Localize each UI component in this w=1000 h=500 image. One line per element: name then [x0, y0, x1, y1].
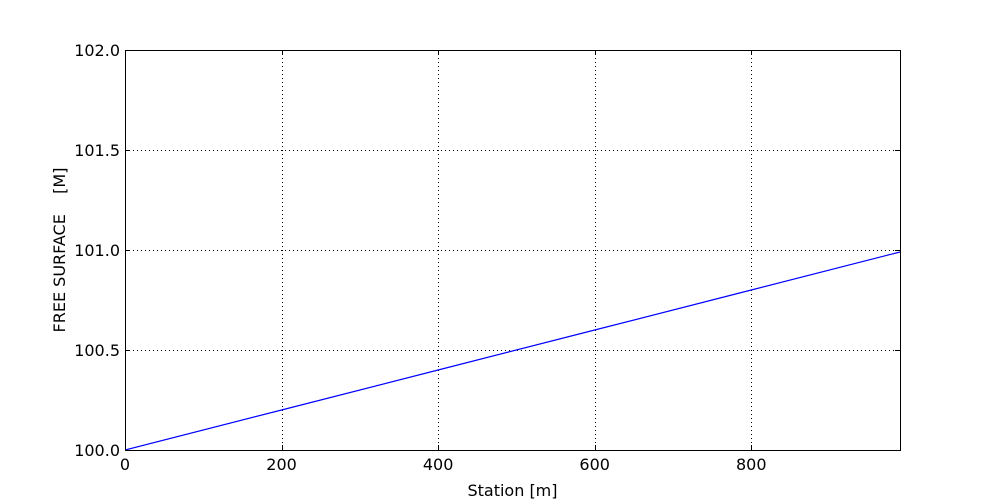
- y-tick-label: 102.0: [74, 41, 120, 60]
- y-tick-label: 100.0: [74, 441, 120, 460]
- x-tick-label: 400: [423, 455, 454, 474]
- y-tick-label: 101.5: [74, 141, 120, 160]
- series-layer: [124, 251, 901, 451]
- x-tick-label: 0: [120, 455, 130, 474]
- x-tick-label: 800: [736, 455, 767, 474]
- y-tick-label: 101.0: [74, 241, 120, 260]
- series-line: [124, 251, 901, 451]
- ticks: [125, 50, 900, 451]
- y-axis-label: FREE SURFACE [M]: [50, 168, 69, 333]
- y-tick-label: 100.5: [74, 341, 120, 360]
- tick-labels: 0 200 400 600 800 100.0 100.5 101.0 101.5 102.0: [74, 41, 766, 474]
- grid: [125, 50, 900, 450]
- x-tick-label: 600: [579, 455, 610, 474]
- x-axis-label: Station [m]: [467, 481, 557, 500]
- x-tick-label: 200: [266, 455, 297, 474]
